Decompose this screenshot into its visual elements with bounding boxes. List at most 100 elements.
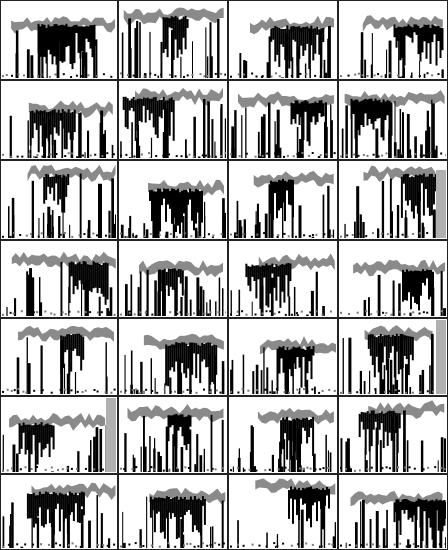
spike [341, 128, 344, 158]
speckle [411, 391, 414, 394]
speckle [308, 154, 311, 157]
dark-streak [22, 422, 25, 433]
dark-streak [387, 334, 390, 358]
speckle [309, 311, 312, 314]
speckle [366, 75, 369, 77]
dark-streak [45, 112, 48, 139]
dark-streak [167, 497, 170, 513]
speckle [422, 154, 425, 157]
speckle [331, 543, 334, 546]
speckle [220, 155, 222, 157]
speckle [47, 543, 50, 546]
spike [149, 31, 151, 78]
gray-band [353, 259, 446, 277]
speckle [59, 544, 62, 547]
spike [203, 236, 204, 238]
spike [348, 452, 350, 472]
spike [30, 114, 32, 158]
dark-streak [274, 181, 276, 194]
speckle [358, 469, 361, 472]
dark-streak [156, 100, 159, 139]
speckle [322, 467, 325, 470]
thumbnail [230, 15, 334, 78]
spike [134, 236, 138, 238]
dark-streak [165, 189, 167, 222]
spike [409, 387, 412, 394]
dark-streak [187, 192, 189, 205]
spike [51, 471, 54, 472]
speckle [183, 75, 185, 78]
spike [260, 285, 264, 316]
dark-streak [178, 19, 181, 50]
spike [432, 103, 435, 158]
speckle [214, 468, 217, 471]
speckle [237, 391, 240, 394]
gray-band [364, 325, 433, 343]
spike [95, 427, 99, 472]
spike [344, 223, 346, 238]
dark-streak [157, 188, 159, 225]
spike [63, 363, 66, 394]
speckle [245, 152, 248, 155]
spike [189, 429, 192, 472]
speckle [385, 152, 388, 155]
dark-streak [18, 423, 21, 454]
speckle [236, 310, 239, 313]
spike [243, 219, 246, 238]
dark-streak [314, 101, 317, 125]
speckle [41, 155, 44, 158]
speckle [255, 389, 258, 392]
speckle [309, 467, 312, 470]
thumbnail-content [120, 7, 226, 78]
spike [139, 22, 141, 78]
spike [39, 302, 43, 316]
speckle [30, 468, 33, 470]
speckle [131, 468, 134, 471]
dark-streak [393, 24, 396, 38]
thumbnail-content [120, 404, 224, 472]
dark-streak [286, 181, 288, 191]
speckle [412, 311, 415, 314]
dark-streak [26, 493, 29, 519]
gray-edge [436, 170, 446, 238]
dark-streak [171, 498, 174, 514]
speckle [265, 310, 268, 313]
dark-streak [398, 413, 401, 429]
dark-streak [87, 26, 90, 42]
speckle [393, 543, 396, 546]
spike [27, 363, 31, 394]
speckle [192, 155, 195, 158]
speckle [36, 311, 39, 314]
dark-streak [42, 425, 45, 450]
speckle [381, 154, 384, 157]
gray-band [9, 413, 106, 431]
dark-streak [302, 348, 305, 357]
dark-streak [132, 96, 135, 112]
speckle [132, 74, 135, 77]
spike [146, 269, 149, 316]
speckle [270, 75, 273, 78]
dark-streak [284, 180, 286, 222]
speckle [179, 311, 182, 314]
dark-streak [403, 499, 406, 514]
speckle [440, 467, 443, 469]
dark-streak [191, 499, 194, 532]
dark-streak [312, 28, 315, 61]
spike [426, 110, 429, 158]
speckle [169, 311, 172, 314]
spike [11, 502, 14, 548]
speckle [180, 155, 183, 158]
dark-streak [153, 497, 156, 533]
speckle [206, 469, 209, 472]
speckle [357, 154, 360, 157]
speckle [144, 311, 147, 314]
thumbnail [230, 91, 336, 158]
dark-streak [302, 487, 304, 505]
dark-streak [420, 271, 422, 296]
dark-streak [71, 111, 74, 141]
dark-streak [54, 493, 57, 509]
dark-streak [31, 110, 34, 139]
spike [31, 233, 34, 238]
spike [402, 44, 405, 78]
speckle [101, 155, 104, 157]
